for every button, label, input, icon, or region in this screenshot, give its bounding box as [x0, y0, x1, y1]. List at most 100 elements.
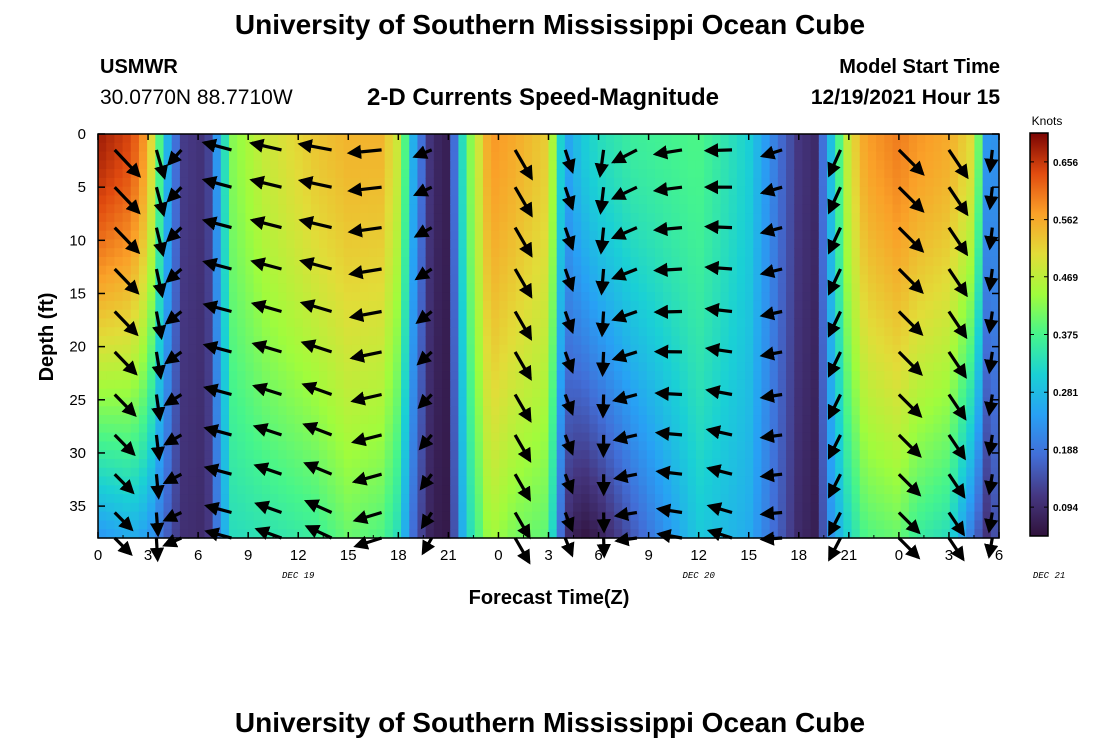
heatmap-cell	[327, 502, 337, 513]
heatmap-cell	[736, 265, 746, 276]
heatmap-cell	[614, 195, 623, 205]
heatmap-cell	[253, 520, 263, 530]
heatmap-cell	[270, 151, 279, 161]
heatmap-cell	[327, 142, 337, 153]
heatmap-cell	[687, 309, 697, 320]
heatmap-cell	[278, 327, 287, 337]
heatmap-cell	[351, 485, 361, 495]
heatmap-cell	[941, 441, 951, 451]
heatmap-cell	[720, 529, 730, 539]
heatmap-cell	[294, 441, 304, 451]
heatmap-cell	[695, 520, 705, 530]
heatmap-cell	[695, 406, 705, 416]
heatmap-cell	[130, 423, 140, 434]
heatmap-cell	[507, 134, 517, 144]
heatmap-cell	[589, 415, 599, 425]
heatmap-cell	[114, 134, 124, 144]
heatmap-cell	[433, 239, 443, 249]
heatmap-cell	[515, 221, 525, 232]
heatmap-cell	[229, 292, 238, 302]
heatmap-cell	[409, 406, 419, 416]
heatmap-cell	[130, 441, 140, 451]
heatmap-cell	[376, 397, 386, 407]
heatmap-cell	[114, 362, 124, 372]
heatmap-cell	[851, 415, 861, 425]
heatmap-cell	[491, 327, 500, 337]
heatmap-cell	[220, 485, 230, 495]
heatmap-cell	[589, 397, 599, 407]
heatmap-cell	[335, 265, 345, 276]
heatmap-cell	[654, 160, 664, 170]
heatmap-cell	[843, 344, 853, 355]
heatmap-cell	[204, 520, 214, 530]
heatmap-cell	[646, 441, 656, 451]
heatmap-cell	[376, 485, 386, 495]
heatmap-cell	[671, 177, 681, 188]
heatmap-cell	[695, 441, 705, 451]
heatmap-cell	[786, 204, 795, 214]
heatmap-cell	[884, 353, 894, 363]
heatmap-cell	[630, 230, 640, 240]
heatmap-cell	[892, 494, 902, 504]
heatmap-cell	[908, 476, 918, 486]
heatmap-cell	[253, 169, 263, 179]
heatmap-cell	[818, 388, 828, 399]
heatmap-cell	[466, 204, 476, 214]
heatmap-cell	[237, 344, 247, 355]
heatmap-cell	[196, 292, 206, 302]
heatmap-cell	[360, 327, 369, 337]
heatmap-cell	[605, 248, 615, 258]
heatmap-cell	[171, 336, 181, 346]
heatmap-cell	[220, 195, 230, 205]
heatmap-cell	[581, 485, 591, 495]
heatmap-cell	[278, 476, 287, 486]
heatmap-cell	[851, 256, 861, 267]
heatmap-cell	[646, 292, 656, 302]
heatmap-cell	[278, 318, 287, 328]
heatmap-cell	[417, 239, 427, 249]
heatmap-cell	[458, 248, 468, 258]
heatmap-cell	[745, 494, 754, 504]
heatmap-cell	[138, 309, 148, 320]
heatmap-cell	[433, 327, 443, 337]
heatmap-cell	[335, 511, 345, 522]
heatmap-cell	[294, 265, 304, 276]
heatmap-cell	[835, 177, 844, 188]
heatmap-cell	[482, 169, 492, 179]
heatmap-cell	[302, 511, 312, 522]
heatmap-cell	[630, 248, 640, 258]
heatmap-cell	[728, 450, 738, 460]
heatmap-cell	[573, 441, 582, 451]
heatmap-cell	[802, 520, 812, 530]
heatmap-cell	[818, 485, 828, 495]
heatmap-cell	[614, 142, 623, 153]
heatmap-cell	[425, 450, 435, 460]
heatmap-cell	[859, 529, 869, 539]
heatmap-cell	[859, 511, 869, 522]
heatmap-cell	[908, 397, 918, 407]
heatmap-cell	[515, 292, 525, 302]
heatmap-cell	[826, 388, 836, 399]
heatmap-cell	[605, 265, 615, 276]
heatmap-cell	[237, 494, 247, 504]
heatmap-cell	[884, 327, 894, 337]
heatmap-cell	[335, 256, 345, 267]
heatmap-cell	[368, 186, 378, 197]
heatmap-cell	[360, 502, 369, 513]
heatmap-cell	[802, 502, 812, 513]
heatmap-cell	[466, 221, 476, 232]
heatmap-cell	[818, 397, 828, 407]
heatmap-cell	[777, 529, 787, 539]
heatmap-cell	[573, 248, 582, 258]
heatmap-cell	[98, 458, 107, 469]
heatmap-cell	[540, 204, 550, 214]
heatmap-cell	[343, 204, 353, 214]
heatmap-cell	[458, 529, 468, 539]
heatmap-cell	[319, 362, 328, 372]
heatmap-cell	[851, 327, 861, 337]
heatmap-cell	[638, 441, 648, 451]
heatmap-cell	[179, 327, 189, 337]
heatmap-cell	[736, 274, 746, 284]
heatmap-cell	[753, 458, 763, 469]
heatmap-cell	[966, 221, 976, 232]
